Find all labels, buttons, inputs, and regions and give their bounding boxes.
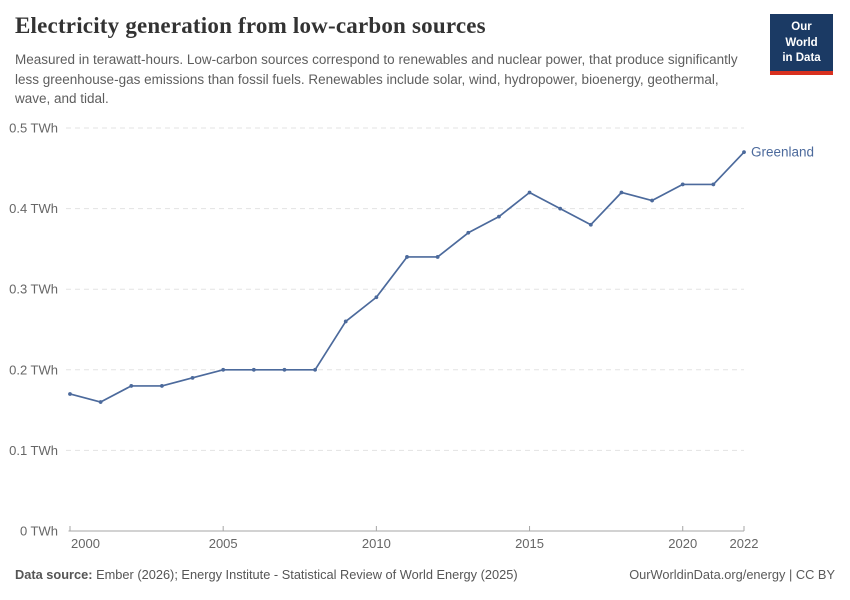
y-axis-tick-label: 0.4 TWh	[9, 201, 58, 216]
data-point[interactable]	[742, 150, 746, 155]
data-line[interactable]	[69, 151, 745, 403]
data-source: Data source: Ember (2026); Energy Instit…	[15, 567, 518, 582]
y-axis-tick-label: 0.1 TWh	[9, 443, 58, 458]
y-axis-tick-label: 0 TWh	[20, 524, 58, 539]
data-point[interactable]	[343, 319, 348, 324]
data-point[interactable]	[251, 367, 256, 372]
x-axis-tick-label: 2005	[209, 536, 238, 551]
chart-subtitle: Measured in terawatt-hours. Low-carbon s…	[15, 52, 738, 107]
page-title: Electricity generation from low-carbon s…	[15, 13, 486, 38]
logo-text-line2: in Data	[782, 52, 821, 65]
data-point[interactable]	[619, 190, 624, 195]
x-axis-tick-label: 2010	[362, 536, 391, 551]
data-point[interactable]	[190, 375, 195, 380]
data-point[interactable]	[711, 182, 716, 187]
y-axis-tick-label: 0.3 TWh	[9, 282, 58, 297]
data-point[interactable]	[588, 222, 593, 227]
data-point[interactable]	[558, 206, 563, 211]
data-point[interactable]	[374, 295, 379, 300]
data-point[interactable]	[680, 182, 685, 187]
data-point[interactable]	[68, 392, 72, 396]
x-axis-tick-label: 2000	[71, 536, 100, 551]
data-point[interactable]	[221, 367, 226, 372]
data-source-text: Ember (2026); Energy Institute - Statist…	[92, 567, 518, 582]
data-point[interactable]	[129, 384, 134, 388]
data-point[interactable]	[313, 367, 317, 372]
y-axis-tick-label: 0.2 TWh	[9, 362, 58, 377]
x-axis-tick-label: 2020	[668, 536, 697, 551]
data-point[interactable]	[466, 230, 471, 235]
y-axis-tick-label: 0.5 TWh	[9, 121, 58, 136]
x-axis-tick-label: 2022	[730, 536, 759, 551]
owid-logo[interactable]: Our World in Data	[770, 14, 833, 75]
data-point[interactable]	[497, 214, 501, 219]
data-point[interactable]	[282, 367, 287, 372]
data-point[interactable]	[650, 198, 654, 203]
series-label[interactable]: Greenland	[751, 145, 814, 160]
data-point[interactable]	[160, 384, 164, 388]
logo-text-line1: Our World	[785, 21, 818, 49]
data-point[interactable]	[405, 255, 409, 259]
owid-link[interactable]: OurWorldinData.org/energy | CC BY	[629, 567, 835, 582]
x-axis-tick-label: 2015	[515, 536, 544, 551]
data-point[interactable]	[98, 400, 103, 404]
data-point[interactable]	[527, 190, 532, 195]
data-source-label: Data source:	[15, 567, 93, 582]
data-point[interactable]	[435, 255, 440, 259]
